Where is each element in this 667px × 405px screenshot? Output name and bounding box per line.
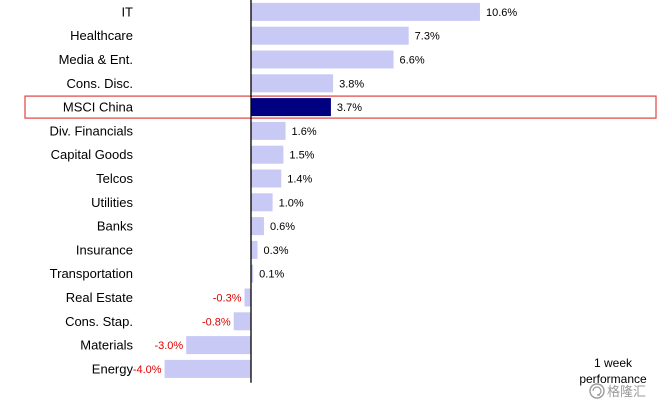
category-label: Energy bbox=[92, 361, 134, 376]
value-label: 10.6% bbox=[486, 7, 517, 19]
bar bbox=[251, 145, 284, 164]
bar bbox=[244, 288, 251, 307]
category-label: Capital Goods bbox=[51, 147, 134, 162]
value-label: 0.3% bbox=[263, 245, 288, 257]
category-label: Healthcare bbox=[70, 28, 133, 43]
highlight-box bbox=[24, 95, 657, 119]
value-label: 6.6% bbox=[400, 55, 425, 67]
category-label: Utilities bbox=[91, 195, 133, 210]
legend-note: 1 week performance bbox=[579, 356, 647, 386]
category-label: Media & Ent. bbox=[59, 52, 133, 67]
bar bbox=[186, 336, 251, 355]
category-label: Transportation bbox=[50, 266, 133, 281]
category-label: Div. Financials bbox=[49, 123, 133, 138]
bars-group: IT 10.6% Healthcare 7.3% Media & Ent. 6.6% Con… bbox=[49, 2, 517, 378]
category-label: Real Estate bbox=[66, 290, 133, 305]
value-label: -0.3% bbox=[213, 293, 242, 305]
bar bbox=[251, 50, 394, 69]
bar bbox=[251, 264, 254, 283]
value-label: 7.3% bbox=[415, 31, 440, 43]
category-label: Insurance bbox=[76, 242, 133, 257]
value-label: 1.5% bbox=[289, 150, 314, 162]
bar bbox=[251, 26, 409, 45]
bar bbox=[251, 74, 334, 93]
value-label: -0.8% bbox=[202, 316, 231, 328]
value-label: 0.1% bbox=[259, 269, 284, 281]
category-label: Materials bbox=[80, 338, 133, 353]
watermark: 格隆汇 bbox=[589, 383, 646, 399]
category-label: MSCI China bbox=[63, 100, 134, 115]
bar bbox=[251, 217, 264, 236]
value-label: -4.0% bbox=[133, 364, 162, 376]
value-label: 3.7% bbox=[337, 102, 362, 114]
legend-note-line: 1 week bbox=[594, 356, 633, 370]
value-label: -3.0% bbox=[154, 340, 183, 352]
value-label: 1.4% bbox=[287, 174, 312, 186]
bar bbox=[164, 359, 251, 378]
bar bbox=[251, 240, 258, 259]
watermark-text: 格隆汇 bbox=[607, 384, 646, 399]
bar bbox=[251, 193, 273, 212]
category-label: Cons. Stap. bbox=[65, 314, 133, 329]
category-label: Banks bbox=[97, 219, 134, 234]
category-label: Telcos bbox=[96, 171, 133, 186]
value-label: 1.0% bbox=[279, 197, 304, 209]
category-label: Cons. Disc. bbox=[67, 76, 133, 91]
bar bbox=[251, 121, 286, 140]
bar bbox=[251, 2, 480, 21]
value-label: 1.6% bbox=[292, 126, 317, 138]
bar bbox=[233, 312, 251, 331]
bar-highlight bbox=[251, 98, 331, 117]
value-label: 0.6% bbox=[270, 221, 295, 233]
value-label: 3.8% bbox=[339, 78, 364, 90]
watermark-logo-icon bbox=[589, 383, 605, 399]
bar bbox=[251, 169, 282, 188]
category-label: IT bbox=[121, 4, 133, 19]
legend-note-line: performance bbox=[579, 372, 647, 386]
